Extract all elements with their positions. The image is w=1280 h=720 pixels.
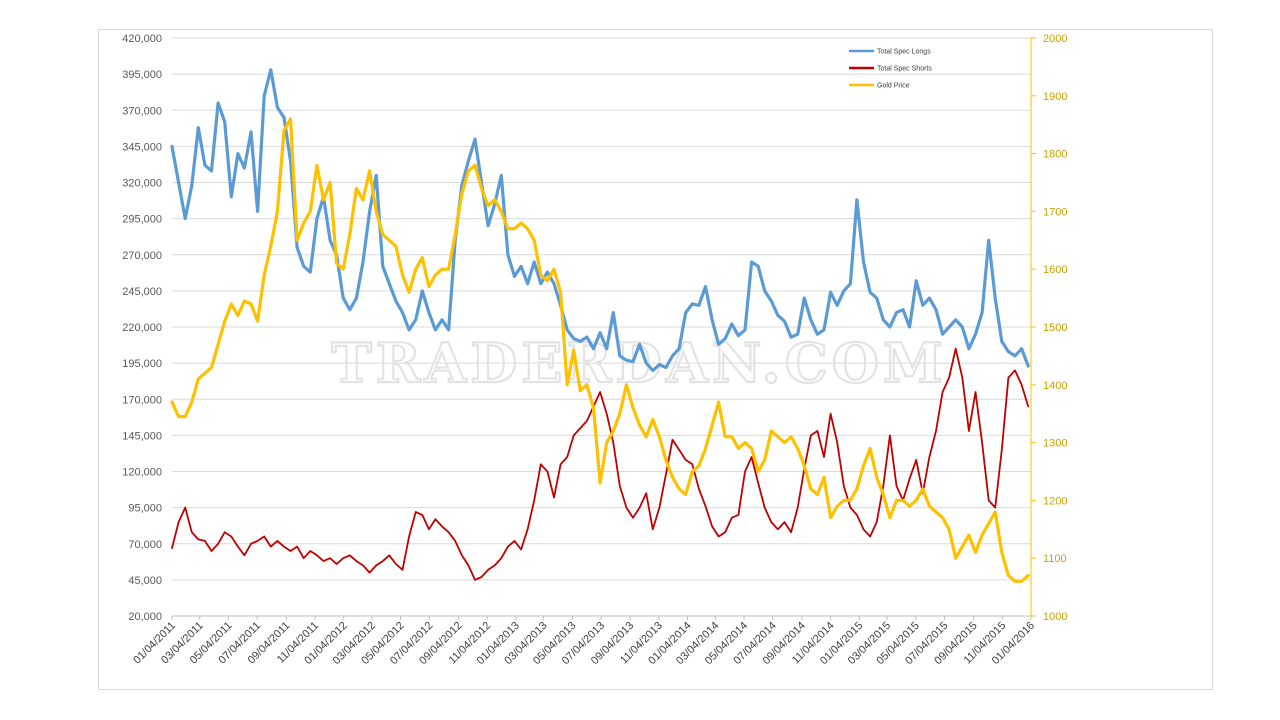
right-tick-label: 1300 [1043,438,1067,450]
right-tick-label: 1500 [1043,322,1067,334]
left-tick-label: 70,000 [128,539,162,551]
watermark: TRADERDAN.COM [331,331,946,395]
chart-frame: TRADERDAN.COM 20,000 45,000 70,000 95,000 12… [98,29,1213,690]
left-tick-label: 195,000 [122,358,162,370]
left-tick-label: 220,000 [122,322,162,334]
right-tick-label: 1900 [1043,91,1067,103]
legend-label: Gold Price [877,83,910,90]
left-tick-label: 120,000 [122,467,162,479]
right-tick-label: 1100 [1043,553,1067,565]
chart-svg: TRADERDAN.COM 20,000 45,000 70,000 95,000 12… [122,33,1067,667]
right-axis: 1000 1100 1200 1300 1400 1500 1600 1700 1800 1900… [1030,33,1067,623]
legend-label: Total Spec Longs [877,49,931,56]
left-tick-label: 320,000 [122,178,162,190]
x-axis: 01/04/201103/04/201105/04/201107/04/2011… [131,615,1037,667]
legend: Total Spec Longs Total Spec Shorts Gold Pr… [849,49,932,90]
right-tick-label: 1000 [1043,611,1067,623]
right-tick-label: 1400 [1043,380,1067,392]
left-tick-label: 45,000 [128,575,162,587]
left-tick-label: 295,000 [122,214,162,226]
left-tick-label: 345,000 [122,141,162,153]
left-tick-label: 370,000 [122,105,162,117]
right-tick-label: 1800 [1043,149,1067,161]
left-tick-label: 20,000 [128,611,162,623]
left-tick-label: 170,000 [122,394,162,406]
left-tick-label: 395,000 [122,69,162,81]
series-line-gold-price [170,117,1030,583]
left-tick-label: 145,000 [122,430,162,442]
series-line-total-spec-shorts [171,347,1030,581]
gridlines [172,37,1031,617]
right-tick-label: 1700 [1043,206,1067,218]
series-line-total-spec-longs [170,68,1030,372]
left-axis: 20,000 45,000 70,000 95,000 120,000 145,000 17… [122,33,162,623]
right-tick-label: 2000 [1043,33,1067,45]
left-tick-label: 420,000 [122,33,162,45]
left-tick-label: 95,000 [128,503,162,515]
legend-label: Total Spec Shorts [877,66,932,73]
right-tick-label: 1200 [1043,495,1067,507]
series-lines [170,68,1030,583]
left-tick-label: 245,000 [122,286,162,298]
left-tick-label: 270,000 [122,250,162,262]
right-tick-label: 1600 [1043,264,1067,276]
